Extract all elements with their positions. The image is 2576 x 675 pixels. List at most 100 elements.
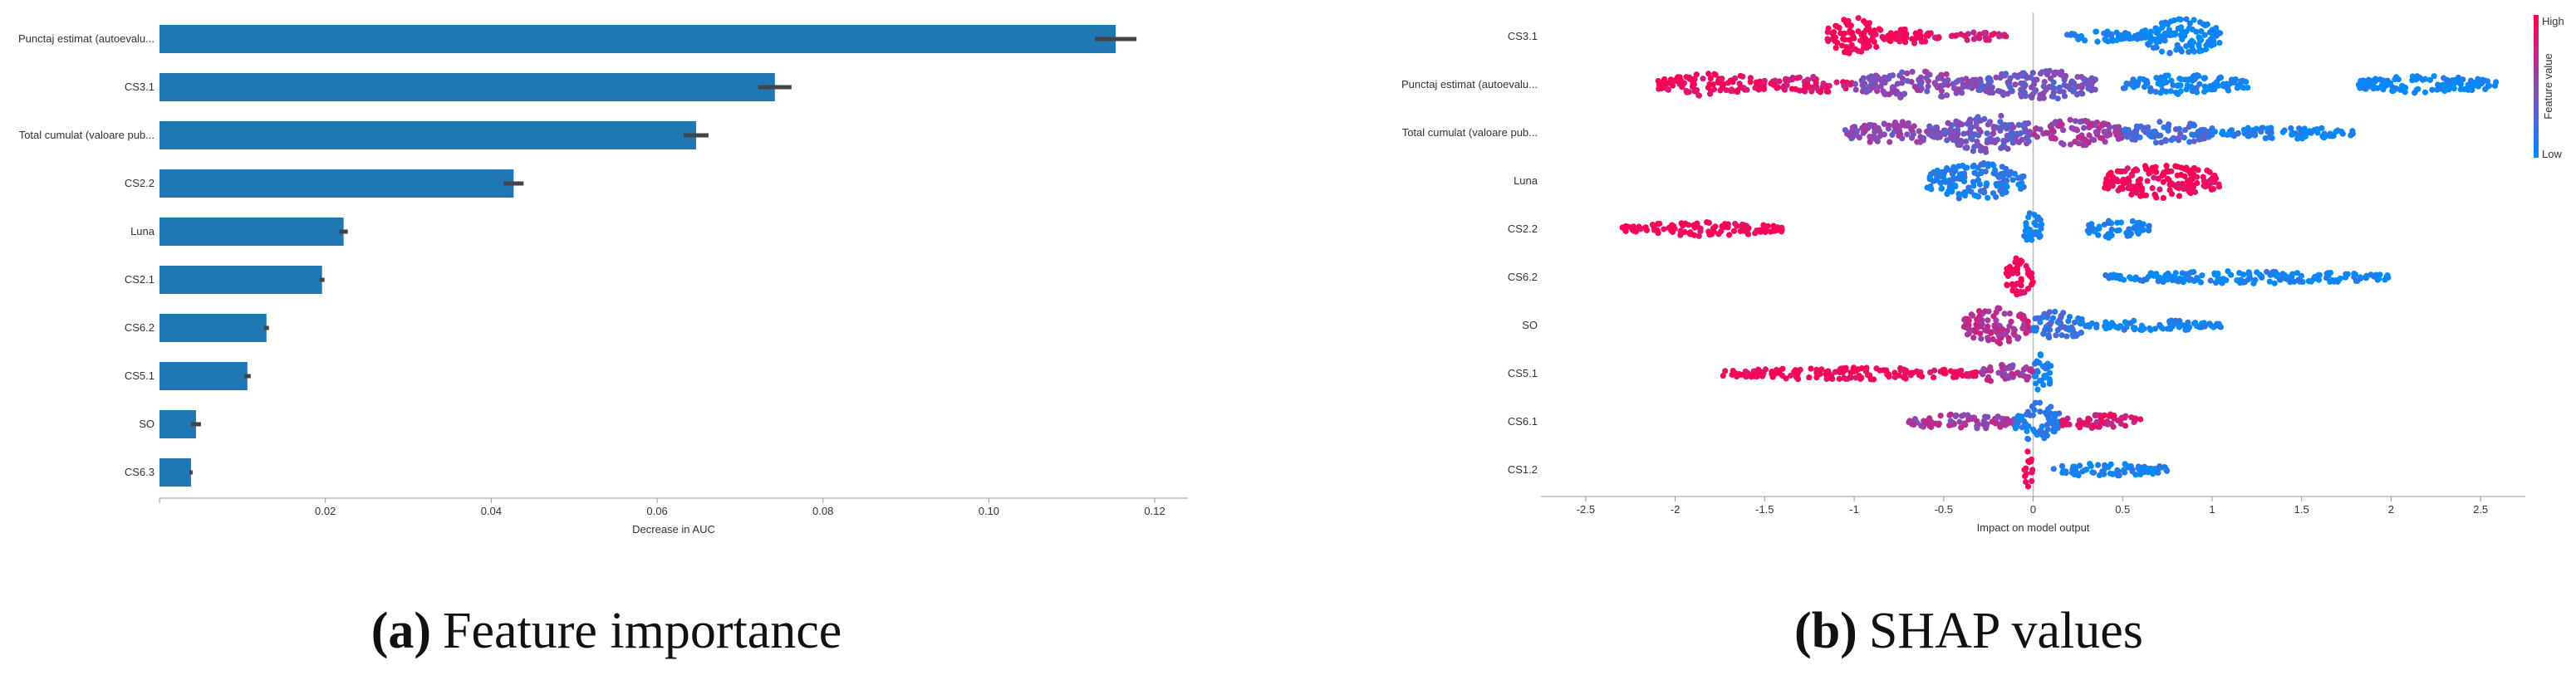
shap-dot bbox=[1921, 38, 1929, 45]
shap-dot bbox=[1877, 128, 1883, 135]
shap-dot bbox=[2107, 124, 2113, 130]
shap-dot bbox=[2162, 138, 2169, 144]
shap-dot bbox=[2232, 76, 2239, 83]
shap-dot bbox=[2351, 270, 2358, 277]
shap-dot bbox=[2098, 414, 2105, 421]
shap-summary-chart: CS3.1 Punctaj estimat (autoevalu... Total … bbox=[1401, 12, 2564, 534]
shap-dot bbox=[1628, 224, 1635, 231]
shap-dot bbox=[1995, 181, 2003, 188]
shap-dot bbox=[2402, 89, 2408, 95]
shap-dot bbox=[2158, 48, 2166, 55]
shap-dot bbox=[2108, 232, 2115, 239]
shap-dot bbox=[2126, 35, 2132, 42]
shap-dot bbox=[2449, 83, 2456, 90]
shap-dot bbox=[2259, 274, 2265, 281]
shap-dot bbox=[2160, 171, 2167, 178]
shap-dot bbox=[1960, 412, 1967, 418]
shap-dot bbox=[2207, 277, 2214, 284]
shap-dot bbox=[2068, 125, 2075, 131]
shap-dot bbox=[1877, 83, 1884, 90]
shap-dot bbox=[2240, 279, 2247, 286]
shap-dot bbox=[2128, 414, 2135, 421]
shap-dot bbox=[1669, 223, 1676, 230]
shap-dot bbox=[1700, 76, 1706, 82]
shap-dot bbox=[1985, 194, 1991, 201]
shap-dot bbox=[2058, 312, 2064, 319]
shap-dot bbox=[2203, 46, 2210, 52]
shap-dot bbox=[1792, 367, 1799, 374]
shap-dot bbox=[1976, 87, 1984, 94]
shap-dot bbox=[2174, 42, 2181, 48]
shap-dot bbox=[2020, 84, 2027, 91]
shap-dot bbox=[2071, 319, 2078, 325]
shap-dot bbox=[2156, 119, 2163, 125]
shap-dot bbox=[1726, 232, 1733, 238]
shap-dot bbox=[1945, 188, 1952, 194]
shap-dot bbox=[2019, 136, 2025, 143]
shap-dot bbox=[1981, 115, 1988, 122]
shap-dot bbox=[2109, 471, 2117, 477]
bar bbox=[159, 266, 322, 294]
y-tick-label: CS6.3 bbox=[125, 466, 155, 478]
shap-dot bbox=[1960, 178, 1968, 185]
x-tick-label: 0.02 bbox=[315, 505, 336, 517]
shap-dot bbox=[2191, 17, 2197, 23]
shap-dot bbox=[1800, 87, 1807, 94]
shap-dot bbox=[2016, 261, 2024, 267]
shap-dot bbox=[2004, 373, 2011, 379]
caption-a-letter: (a) bbox=[371, 603, 431, 659]
bar bbox=[159, 410, 196, 438]
shap-dot bbox=[2162, 19, 2169, 26]
shap-dot bbox=[2044, 422, 2050, 428]
shap-dot bbox=[2037, 352, 2044, 359]
shap-dot bbox=[2421, 76, 2429, 82]
shap-dot bbox=[1989, 32, 1995, 38]
shap-dot bbox=[2042, 326, 2049, 334]
shap-dot bbox=[2079, 320, 2086, 326]
caption-b-letter: (b) bbox=[1794, 603, 1857, 659]
shap-dot bbox=[2161, 124, 2167, 130]
shap-dot bbox=[1690, 232, 1698, 238]
shap-dot bbox=[2007, 84, 2014, 90]
shap-dot bbox=[1881, 120, 1887, 127]
shap-dot bbox=[1838, 42, 1846, 49]
shap-dot bbox=[2067, 116, 2073, 123]
shap-dot bbox=[1980, 371, 1986, 378]
shap-dot bbox=[2078, 84, 2085, 90]
x-tick-label: 0.06 bbox=[646, 505, 667, 517]
shap-dot bbox=[1643, 227, 1651, 233]
shap-dot bbox=[2329, 276, 2336, 283]
shap-dot bbox=[1877, 76, 1883, 83]
shap-dot bbox=[1909, 68, 1916, 76]
shap-dot bbox=[2011, 170, 2018, 177]
shap-dot bbox=[2024, 318, 2031, 325]
shap-dot bbox=[2186, 48, 2192, 56]
shap-dot bbox=[2088, 82, 2095, 89]
shap-dot bbox=[1842, 366, 1849, 374]
colorbar-low-label: Low bbox=[2542, 148, 2562, 160]
shap-dot bbox=[2004, 145, 2011, 152]
shap-dot bbox=[1942, 370, 1949, 377]
shap-dot bbox=[2193, 28, 2200, 35]
shap-dot bbox=[1706, 231, 1713, 238]
shap-dot bbox=[2137, 416, 2144, 423]
shap-dot bbox=[2259, 125, 2265, 131]
caption-a: (a) Feature importance bbox=[371, 603, 842, 659]
shap-dot bbox=[2115, 472, 2122, 478]
shap-dot bbox=[1718, 228, 1725, 235]
shap-dot bbox=[1842, 127, 1849, 134]
shap-dot bbox=[2484, 78, 2491, 85]
shap-dot bbox=[2165, 72, 2171, 79]
shap-dot bbox=[2113, 37, 2121, 43]
shap-dot bbox=[2001, 311, 2008, 317]
shap-dot bbox=[1776, 369, 1783, 377]
shap-dot bbox=[2156, 462, 2163, 470]
shap-dot bbox=[2035, 229, 2042, 236]
shap-dot bbox=[2211, 86, 2218, 93]
shap-dot bbox=[1965, 317, 1972, 324]
shap-dot bbox=[2151, 174, 2157, 181]
shap-dot bbox=[2049, 121, 2055, 128]
x-tick-label: -1.5 bbox=[1755, 503, 1774, 516]
shap-dot bbox=[2147, 36, 2154, 42]
shap-dot bbox=[1852, 132, 1858, 139]
